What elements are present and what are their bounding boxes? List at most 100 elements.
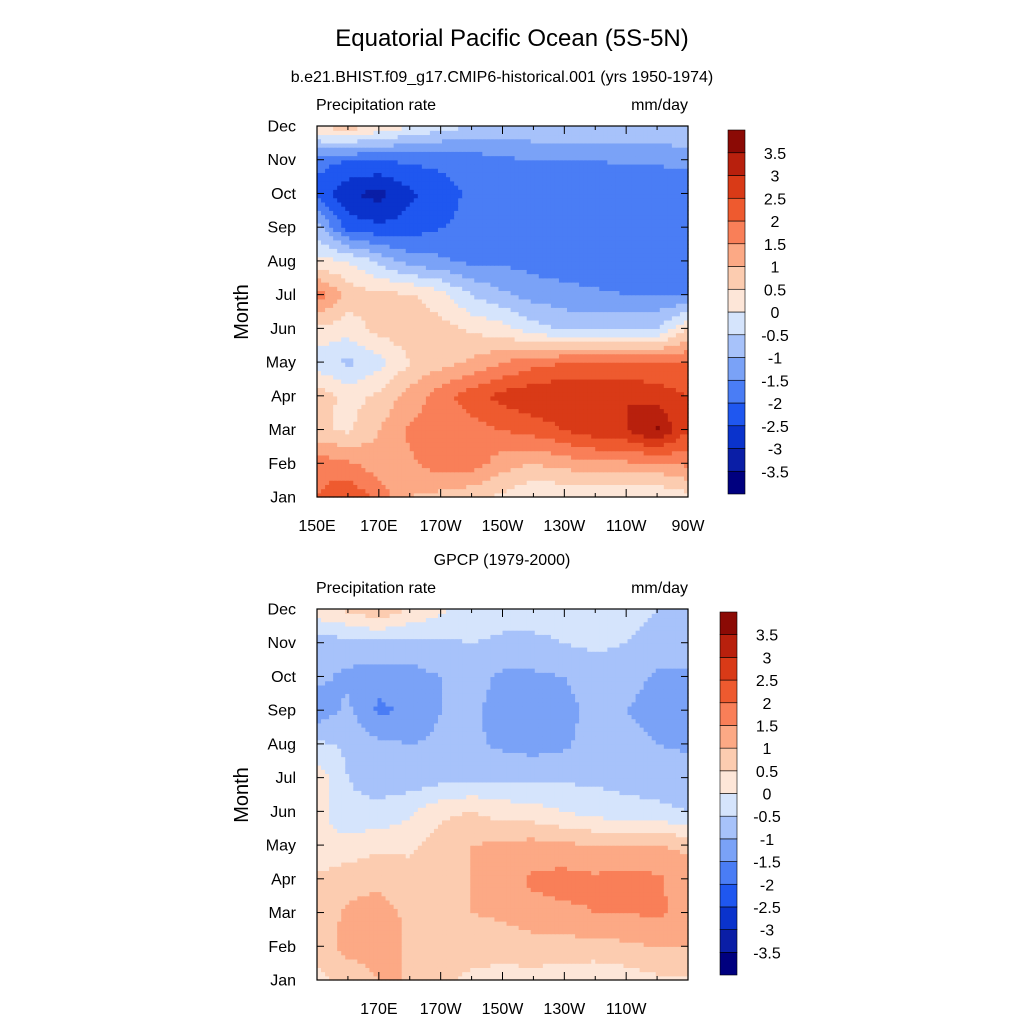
heatmap-cell [474,332,479,338]
heatmap-cell [623,366,629,372]
heatmap-cell [458,298,463,304]
heatmap-cell [530,404,536,410]
heatmap-cell [575,446,580,452]
heatmap-cell [341,370,346,376]
heatmap-cell [345,395,350,401]
heatmap-cell [450,433,455,439]
heatmap-cell [337,328,342,334]
heatmap-cell [554,303,560,308]
heatmap-cell [651,311,657,317]
heatmap-cell [583,366,588,372]
heatmap-cell [591,286,596,292]
heatmap-cell [494,303,500,308]
heatmap-cell [683,442,689,448]
heatmap-cell [550,395,556,401]
heatmap-cell [631,408,637,414]
heatmap-cell [494,383,500,388]
heatmap-cell [659,433,665,439]
heatmap-cell [417,442,423,448]
heatmap-cell [345,433,350,439]
heatmap-cell [579,467,584,473]
heatmap-cell [558,450,564,456]
heatmap-cell [325,366,330,372]
heatmap-cell [667,484,673,490]
heatmap-cell [442,412,447,418]
heatmap-cell [502,433,508,439]
heatmap-cell [583,294,588,300]
heatmap-cell [683,277,689,283]
heatmap-cell [647,286,653,292]
heatmap-cell [611,484,617,490]
heatmap-cell [595,311,600,317]
heatmap-cell [341,433,346,439]
heatmap-cell [663,307,669,313]
heatmap-cell [433,357,439,363]
heatmap-cell [558,454,564,460]
heatmap-cell [409,387,415,393]
heatmap-cell [478,395,483,401]
heatmap-cell [361,421,366,426]
heatmap-cell [365,307,371,313]
heatmap-cell [393,484,399,490]
heatmap-cell [458,307,463,313]
heatmap-cell [667,290,673,296]
heatmap-cell [562,345,568,351]
heatmap-cell [482,273,487,279]
heatmap-cell [643,341,649,346]
heatmap-cell [486,378,491,384]
heatmap-cell [502,345,508,351]
heatmap-cell [397,319,403,325]
heatmap-cell [373,370,379,376]
heatmap-cell [325,433,330,439]
heatmap-cell [321,269,326,275]
heatmap-cell [357,286,362,292]
heatmap-cell [583,281,588,287]
heatmap-cell [393,400,399,405]
heatmap-cell [671,400,677,405]
heatmap-cell [623,408,629,414]
heatmap-cell [454,395,459,401]
heatmap-cell [647,294,653,300]
heatmap-cell [454,290,459,296]
heatmap-cell [526,332,532,338]
heatmap-cell [442,425,447,431]
heatmap-cell [357,298,362,304]
heatmap-cell [603,307,608,313]
heatmap-cell [494,328,500,334]
heatmap-cell [671,387,677,393]
heatmap-cell [337,408,342,414]
heatmap-cell [437,480,443,485]
heatmap-cell [433,370,439,376]
heatmap-cell [437,463,443,469]
heatmap-cell [542,336,548,342]
heatmap-cell [417,277,423,283]
heatmap-cell [514,391,520,397]
heatmap-cell [466,471,471,477]
heatmap-cell [667,269,673,275]
heatmap-cell [417,366,423,372]
heatmap-cell [437,269,443,275]
heatmap-cell [337,459,342,464]
heatmap-cell [373,404,379,410]
heatmap-cell [579,425,584,431]
heatmap-cell [341,395,346,401]
heatmap-cell [409,303,415,308]
heatmap-cell [470,475,475,481]
heatmap-cell [437,374,443,380]
heatmap-cell [413,387,419,393]
heatmap-cell [522,298,528,304]
heatmap-cell [631,298,637,304]
heatmap-cell [478,433,483,439]
heatmap-cell [550,311,556,317]
heatmap-cell [482,408,487,414]
heatmap-cell [599,467,604,473]
heatmap-cell [470,437,475,443]
heatmap-cell [675,463,681,469]
heatmap-cell [659,429,665,435]
heatmap-cell [329,366,334,372]
heatmap-cell [478,362,483,367]
heatmap-cell [494,484,500,490]
heatmap-cell [619,336,625,342]
heatmap-cell [478,421,483,426]
heatmap-cell [542,471,548,477]
